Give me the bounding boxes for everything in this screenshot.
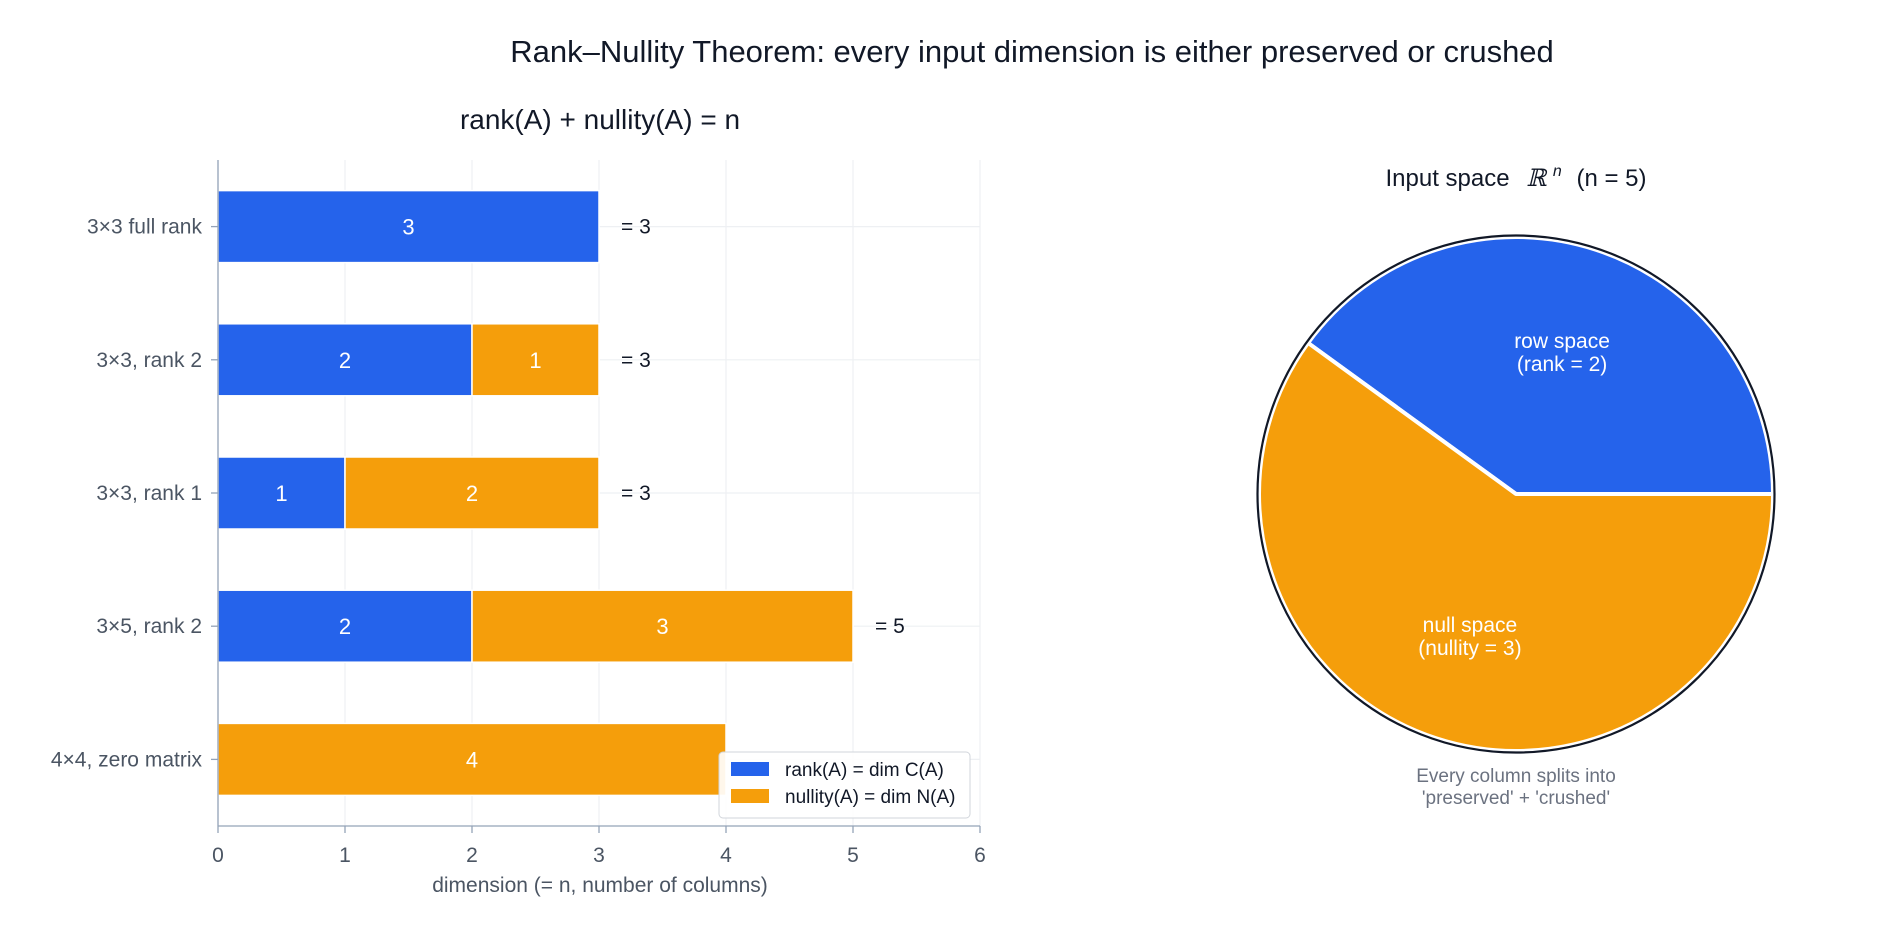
legend: rank(A) = dim C(A) nullity(A) = dim N(A) bbox=[718, 751, 971, 819]
x-tick-label: 4 bbox=[720, 844, 732, 867]
pie-slice-label-line2: (nullity = 3) bbox=[1418, 637, 1521, 660]
pie-title-text: Input space bbox=[1386, 165, 1510, 192]
bar-value-label: 2 bbox=[466, 481, 478, 506]
x-tick-label: 1 bbox=[339, 844, 351, 867]
pie-caption-line1: Every column splits into bbox=[1416, 766, 1616, 787]
pie-title-suffix: (n = 5) bbox=[1576, 165, 1646, 192]
pie-chart: Input space ℝ n (n = 5) row space(rank =… bbox=[1256, 155, 1776, 809]
pie-title-symbol: ℝ bbox=[1526, 164, 1548, 192]
bar-segment-nullity bbox=[471, 323, 600, 397]
pie-slice-row-space bbox=[1306, 235, 1775, 496]
legend-swatch-rank bbox=[731, 762, 769, 776]
bar-value-label: 3 bbox=[402, 215, 414, 240]
pie-slice-label-line1: row space bbox=[1514, 330, 1610, 353]
category-label: 3×3 full rank bbox=[87, 216, 202, 239]
pie-title: Input space ℝ n (n = 5) bbox=[1386, 155, 1647, 192]
bar-chart-title: rank(A) + nullity(A) = n bbox=[460, 104, 740, 135]
category-label: 3×3, rank 1 bbox=[96, 482, 202, 505]
pie-outline bbox=[1256, 234, 1776, 754]
bar-value-label: 1 bbox=[275, 481, 287, 506]
legend-label: rank(A) = dim C(A) bbox=[785, 760, 944, 781]
pie-slices: row space(rank = 2) null space(nullity = … bbox=[1256, 234, 1776, 754]
bar-segment-nullity bbox=[471, 589, 854, 663]
bar-segment-nullity bbox=[344, 456, 600, 530]
category-label: 3×3, rank 2 bbox=[96, 349, 202, 372]
bar-total-label: = 5 bbox=[875, 615, 905, 638]
bar-total-label: = 3 bbox=[621, 216, 651, 239]
category-label: 3×5, rank 2 bbox=[96, 615, 202, 638]
x-tick-label: 3 bbox=[593, 844, 605, 867]
legend-label: nullity(A) = dim N(A) bbox=[785, 787, 956, 808]
bar-value-label: 1 bbox=[529, 348, 541, 373]
bar-chart: rank(A) + nullity(A) = n 3 = 3 2 1 = 3 1 2 = 3 2… bbox=[51, 104, 986, 897]
bar-value-label: 3 bbox=[656, 614, 668, 639]
figure-title: Rank–Nullity Theorem: every input dimens… bbox=[510, 34, 1554, 69]
pie-slice-label-line1: null space bbox=[1423, 614, 1518, 637]
bar-segment-rank bbox=[217, 189, 600, 264]
bar-total-label: = 3 bbox=[621, 349, 651, 372]
pie-title-superscript: n bbox=[1553, 163, 1562, 180]
legend-box bbox=[718, 751, 971, 819]
x-tick-label: 5 bbox=[847, 844, 859, 867]
legend-swatch-nullity bbox=[731, 789, 769, 803]
x-tick-label: 0 bbox=[212, 844, 224, 867]
bar-total-label: = 3 bbox=[621, 482, 651, 505]
pie-caption-line2: 'preserved' + 'crushed' bbox=[1422, 788, 1610, 809]
bar-value-label: 4 bbox=[466, 747, 478, 772]
bar-value-label: 2 bbox=[339, 614, 351, 639]
x-tick-label: 6 bbox=[974, 844, 986, 867]
bar-value-label: 2 bbox=[339, 348, 351, 373]
category-label: 4×4, zero matrix bbox=[51, 748, 203, 771]
pie-slice-label-line2: (rank = 2) bbox=[1517, 353, 1607, 376]
pie-slice-null-space bbox=[1257, 340, 1775, 753]
axes: 0 1 2 3 4 5 6 3×3 full rank 3×3, rank 2 3×3, rank… bbox=[51, 160, 986, 867]
x-axis-label: dimension (= n, number of columns) bbox=[432, 874, 768, 897]
x-tick-label: 2 bbox=[466, 844, 478, 867]
